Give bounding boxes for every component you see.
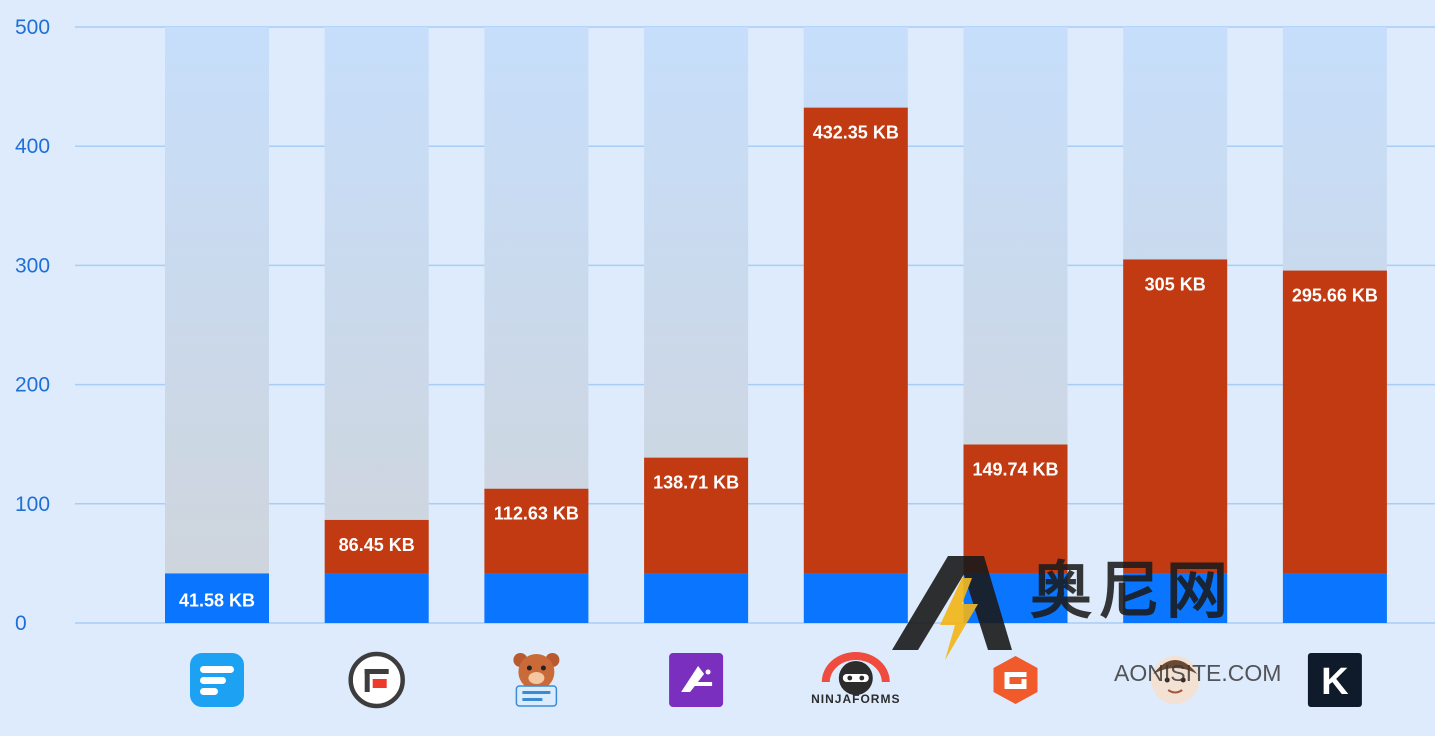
logo-stripe — [200, 666, 234, 673]
formidable-forms-logo-icon — [348, 651, 405, 709]
logo-eye — [847, 675, 853, 681]
logo-bar — [364, 669, 389, 674]
bar-base-segment — [165, 573, 269, 623]
y-tick-label: 100 — [15, 493, 50, 516]
y-tick-label: 0 — [15, 612, 27, 635]
data-label: 138.71 KB — [653, 473, 739, 493]
logo-eye — [859, 675, 865, 681]
logo-stripe — [200, 688, 218, 695]
data-labels: 41.58 KB 86.45 KB 112.63 KB 138.71 KB 432.35… — [179, 123, 1378, 611]
logo-wordmark: NINJAFORMS — [811, 692, 900, 706]
bar-excess-segment — [1282, 270, 1387, 574]
logo-snout — [528, 672, 545, 684]
logo-form — [515, 685, 558, 707]
data-label: 112.63 KB — [494, 504, 579, 524]
logo-bar — [1021, 679, 1027, 689]
logo-eye — [1164, 677, 1170, 683]
bar-excess-segment — [803, 107, 908, 574]
logo-bar — [1004, 672, 1010, 689]
ninja-forms-logo-icon: NINJAFORMS — [811, 652, 900, 706]
y-axis-ticks: 0 100 200 300 400 500 — [15, 16, 50, 635]
bar-base-segment — [803, 573, 908, 623]
bar-base-segment — [644, 573, 749, 623]
watermark-domain-text: AONISITE.COM — [1114, 660, 1281, 686]
gravity-forms-logo-icon — [993, 656, 1038, 704]
watermark-cn-text: 奥尼网 — [1030, 557, 1234, 626]
data-label: 149.74 KB — [972, 460, 1058, 480]
y-tick-label: 200 — [15, 374, 50, 397]
bar-base-segment — [324, 573, 429, 623]
y-tick-label: 500 — [15, 16, 50, 39]
data-label: 432.35 KB — [813, 123, 899, 143]
logo-eye — [540, 665, 546, 671]
bar-track — [165, 27, 269, 623]
watermark: 奥尼网 AONISITE.COM — [892, 556, 1281, 686]
bar-excess-segment — [324, 519, 429, 574]
logo-bar — [1004, 672, 1027, 677]
bar-base-segment — [1282, 573, 1387, 623]
logo-hair — [1153, 660, 1198, 674]
logo-form-line — [522, 698, 543, 701]
everest-forms-avatar-icon — [1151, 656, 1200, 704]
logo-arc — [821, 652, 890, 682]
wpforms-bear-logo-icon — [513, 653, 560, 707]
bar-base-segment — [1123, 573, 1228, 623]
kadence-logo-icon: K — [1307, 653, 1362, 707]
data-label: 305 KB — [1145, 274, 1206, 294]
logo-bg — [1307, 653, 1362, 707]
logo-shape — [681, 666, 705, 692]
data-label: 86.45 KB — [339, 535, 415, 555]
logo-mask — [842, 674, 869, 682]
logo-stripe — [200, 677, 226, 684]
logo-bar — [1004, 684, 1027, 689]
bar-excess-segment — [644, 457, 749, 574]
bar-excess-segment — [963, 444, 1068, 574]
logo-shape — [694, 682, 713, 686]
bars — [165, 107, 1387, 623]
watermark-logo-icon — [892, 556, 1012, 660]
y-tick-label: 400 — [15, 135, 50, 158]
plugin-logos: NINJAFORMS K — [190, 651, 1362, 709]
logo-mouth — [1167, 689, 1183, 694]
bar-excess-segment — [1123, 259, 1228, 574]
bar-excess-segment — [484, 488, 589, 574]
logo-eye — [1180, 677, 1186, 683]
logo-hex — [993, 656, 1038, 704]
logo-letter: K — [1321, 661, 1349, 703]
grid-lines — [75, 26, 1435, 624]
data-label: 295.66 KB — [1292, 286, 1378, 306]
logo-form-line — [522, 691, 551, 694]
logo-bar — [364, 669, 370, 692]
forminator-logo-icon — [669, 653, 724, 707]
y-tick-label: 300 — [15, 254, 50, 277]
data-label: 41.58 KB — [179, 590, 255, 610]
logo-eye — [526, 665, 532, 671]
bar-base-segment — [484, 573, 589, 623]
logo-accent — [372, 679, 387, 688]
logo-dot — [705, 669, 711, 675]
fluent-forms-logo-icon — [190, 653, 244, 707]
